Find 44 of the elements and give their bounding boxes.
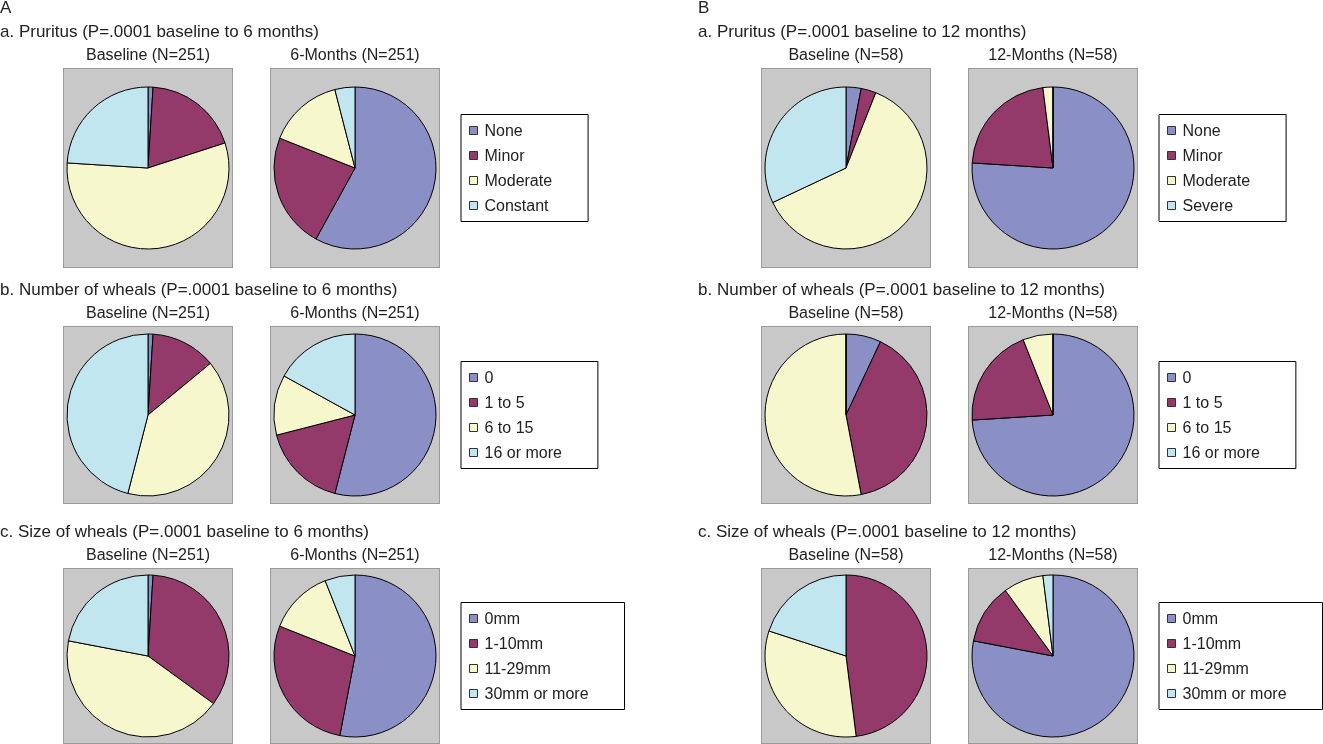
slice-label: Baseline (N=58): [787, 545, 905, 565]
legend-label: 6 to 15: [1182, 419, 1232, 436]
legend-label: 6 to 15: [484, 419, 534, 436]
legend-label: Moderate: [1182, 172, 1251, 189]
legend-label: 1-10mm: [484, 635, 544, 652]
legend-label: 0: [484, 369, 494, 386]
slice-label: Baseline (N=58): [787, 45, 905, 65]
slice-label: Baseline (N=251): [84, 545, 212, 565]
legend-label: 0: [1182, 369, 1192, 386]
text: b. Number of wheals (P=.0001 baseline to 6 months): [0, 279, 398, 301]
legend-label: 11-29mm: [1182, 660, 1249, 677]
slice-label: 12-Months (N=58): [987, 545, 1119, 565]
text: b. Number of wheals (P=.0001 baseline to 12 months): [698, 279, 1105, 301]
legend-label: None: [1182, 122, 1221, 139]
slice-label: Baseline (N=251): [84, 303, 212, 323]
slice-label: Baseline (N=58): [787, 303, 905, 323]
text: A: [0, 0, 13, 19]
legend-label: 30mm or more: [484, 685, 589, 702]
legend-label: 16 or more: [1182, 444, 1260, 461]
text: a. Pruritus (P=.0001 baseline to 6 months): [0, 21, 319, 43]
slice-label: 6-Months (N=251): [289, 45, 421, 65]
slice-label: 6-Months (N=251): [289, 303, 421, 323]
text: a. Pruritus (P=.0001 baseline to 12 months): [698, 21, 1027, 43]
text: c. Size of wheals (P=.0001 baseline to 12 months): [698, 521, 1077, 543]
legend-label: 16 or more: [484, 444, 562, 461]
slice-label: 6-Months (N=251): [289, 545, 421, 565]
legend-label: 0mm: [484, 610, 521, 627]
slice-label: 12-Months (N=58): [987, 45, 1119, 65]
legend-label: Minor: [1182, 147, 1224, 164]
slice-label: 12-Months (N=58): [987, 303, 1119, 323]
legend-label: Severe: [1182, 197, 1234, 214]
legend-label: 11-29mm: [484, 660, 551, 677]
text: c. Size of wheals (P=.0001 baseline to 6 months): [0, 521, 370, 543]
text: B: [698, 0, 711, 19]
legend-label: 30mm or more: [1182, 685, 1287, 702]
legend-label: Minor: [484, 147, 526, 164]
legend-label: Moderate: [484, 172, 553, 189]
legend-label: Constant: [484, 197, 550, 214]
legend-label: 1 to 5: [1182, 394, 1223, 411]
legend-label: 1 to 5: [484, 394, 525, 411]
legend-label: 1-10mm: [1182, 635, 1242, 652]
legend-label: 0mm: [1182, 610, 1219, 627]
slice-label: Baseline (N=251): [84, 45, 212, 65]
legend-label: None: [484, 122, 523, 139]
